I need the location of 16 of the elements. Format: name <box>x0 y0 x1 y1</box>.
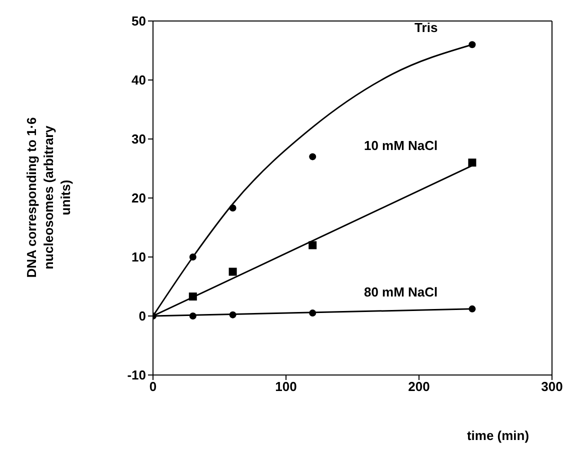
y-tick-label: -10 <box>127 368 146 383</box>
y-tick-label: 30 <box>132 132 146 147</box>
x-axis-title: time (min) <box>466 428 530 443</box>
y-tick-label: 20 <box>132 190 146 206</box>
x-tick-label: 300 <box>541 379 563 394</box>
y-axis-title: DNA corresponding to 1·6 nucleosomes (arbitrary units) <box>24 117 73 278</box>
text: Tris <box>414 20 438 36</box>
y-tick-label: 10 <box>132 250 146 265</box>
x-tick-label: 0 <box>149 379 157 394</box>
y-tick-label: 0 <box>138 308 146 324</box>
x-tick-label: 200 <box>408 379 430 394</box>
text: 80 mM NaCl <box>364 284 438 300</box>
y-tick-label: 40 <box>132 72 146 88</box>
x-tick-label: 100 <box>275 379 297 394</box>
text: 10 mM NaCl <box>364 138 438 154</box>
y-tick-label: 50 <box>132 14 146 29</box>
